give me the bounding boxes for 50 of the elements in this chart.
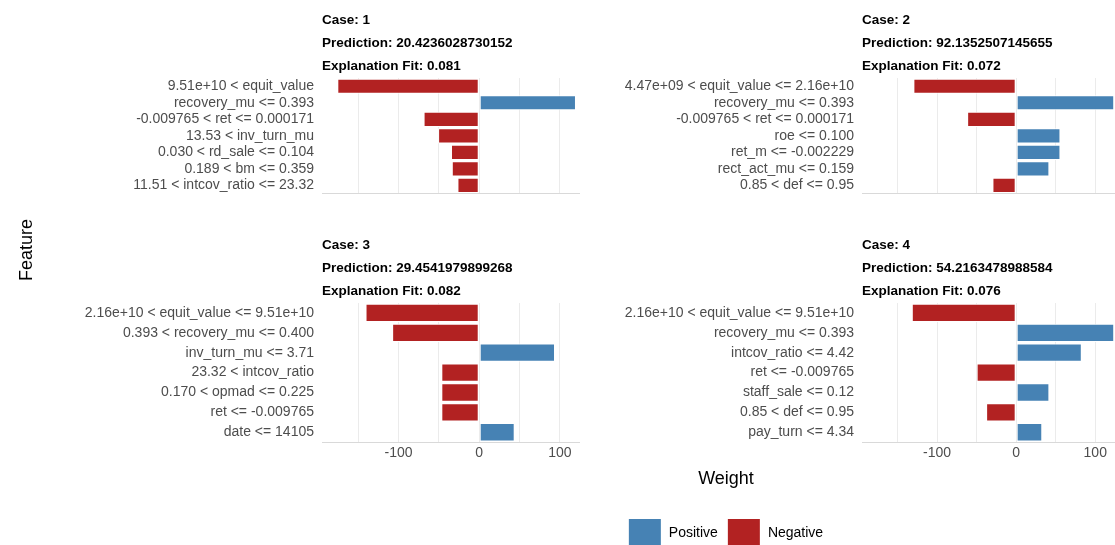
x-tick-label: 100 bbox=[548, 444, 572, 461]
y-tick-label: 0.85 < def <= 0.95 bbox=[739, 403, 855, 420]
y-tick-label: recovery_mu <= 0.393 bbox=[713, 93, 855, 110]
text: Explanation Fit: 0.082 bbox=[322, 282, 461, 298]
x-tick-label: 0 bbox=[475, 444, 484, 461]
x-tick-label: 0 bbox=[1012, 444, 1021, 461]
text: Explanation Fit: 0.072 bbox=[862, 57, 1001, 73]
y-axis-title: Feature bbox=[15, 218, 37, 282]
x-tick-label: -100 bbox=[923, 444, 952, 461]
y-tick-label: 0.030 < rd_sale <= 0.104 bbox=[157, 143, 315, 160]
y-tick-label: 2.16e+10 < equit_value <= 9.51e+10 bbox=[84, 303, 315, 320]
chart-title: Case: 3 bbox=[322, 236, 371, 252]
text: Explanation Fit: 0.081 bbox=[322, 57, 462, 73]
chart-subtitle: Prediction: 54.2163478988584 bbox=[862, 259, 1054, 275]
chart-subtitle: Prediction: 92.1352507145655 bbox=[862, 34, 1054, 50]
x-tick-label: -100 bbox=[384, 444, 413, 461]
y-tick-label: ret_m <= -0.002229 bbox=[731, 143, 855, 160]
y-tick-label: date <= 14105 bbox=[223, 423, 315, 440]
y-tick-label: 0.189 < bm <= 0.359 bbox=[184, 159, 315, 176]
y-tick-label: intcov_ratio <= 4.42 bbox=[731, 343, 855, 360]
y-tick-label: inv_turn_mu <= 3.71 bbox=[185, 343, 315, 360]
y-tick-label: 23.32 < intcov_ratio bbox=[191, 363, 315, 380]
x-tick-label: 100 bbox=[1083, 444, 1108, 461]
y-tick-label: 4.47e+09 < equit_value <= 2.16e+10 bbox=[624, 77, 855, 94]
y-tick-label: 11.51 < intcov_ratio <= 23.32 bbox=[133, 176, 315, 193]
y-tick-label: recovery_mu <= 0.393 bbox=[713, 323, 855, 340]
y-tick-label: staff_sale <= 0.12 bbox=[742, 383, 855, 400]
chart-title: Case: 2 bbox=[862, 11, 911, 27]
chart-title: Case: 4 bbox=[862, 236, 911, 252]
y-tick-label: -0.009765 < ret <= 0.000171 bbox=[676, 110, 855, 127]
legend-label: Positive bbox=[668, 524, 718, 540]
legend-label: Negative bbox=[767, 524, 824, 540]
y-tick-label: pay_turn <= 4.34 bbox=[748, 423, 855, 440]
y-tick-label: recovery_mu <= 0.393 bbox=[173, 93, 315, 110]
chart-subtitle: Prediction: 29.4541979899268 bbox=[322, 259, 514, 275]
y-tick-label: 2.16e+10 < equit_value <= 9.51e+10 bbox=[624, 303, 855, 320]
y-tick-label: rect_act_mu <= 0.159 bbox=[717, 159, 855, 176]
text: Explanation Fit: 0.076 bbox=[862, 282, 1002, 298]
chart-title: Case: 1 bbox=[322, 11, 371, 27]
y-tick-label: 13.53 < inv_turn_mu bbox=[185, 126, 314, 143]
y-tick-label: 0.170 < opmad <= 0.225 bbox=[161, 383, 315, 400]
y-tick-label: ret <= -0.009765 bbox=[750, 363, 855, 380]
y-tick-label: roe <= 0.100 bbox=[774, 126, 855, 143]
y-tick-label: 0.85 < def <= 0.95 bbox=[739, 176, 855, 193]
y-tick-label: ret <= -0.009765 bbox=[210, 403, 315, 420]
chart-subtitle: Prediction: 20.4236028730152 bbox=[322, 34, 513, 50]
x-axis-title: Weight bbox=[698, 468, 754, 489]
y-tick-label: -0.009765 < ret <= 0.000171 bbox=[136, 110, 315, 127]
y-tick-label: 9.51e+10 < equit_value bbox=[167, 77, 315, 94]
y-tick-label: 0.393 < recovery_mu <= 0.400 bbox=[122, 323, 315, 340]
